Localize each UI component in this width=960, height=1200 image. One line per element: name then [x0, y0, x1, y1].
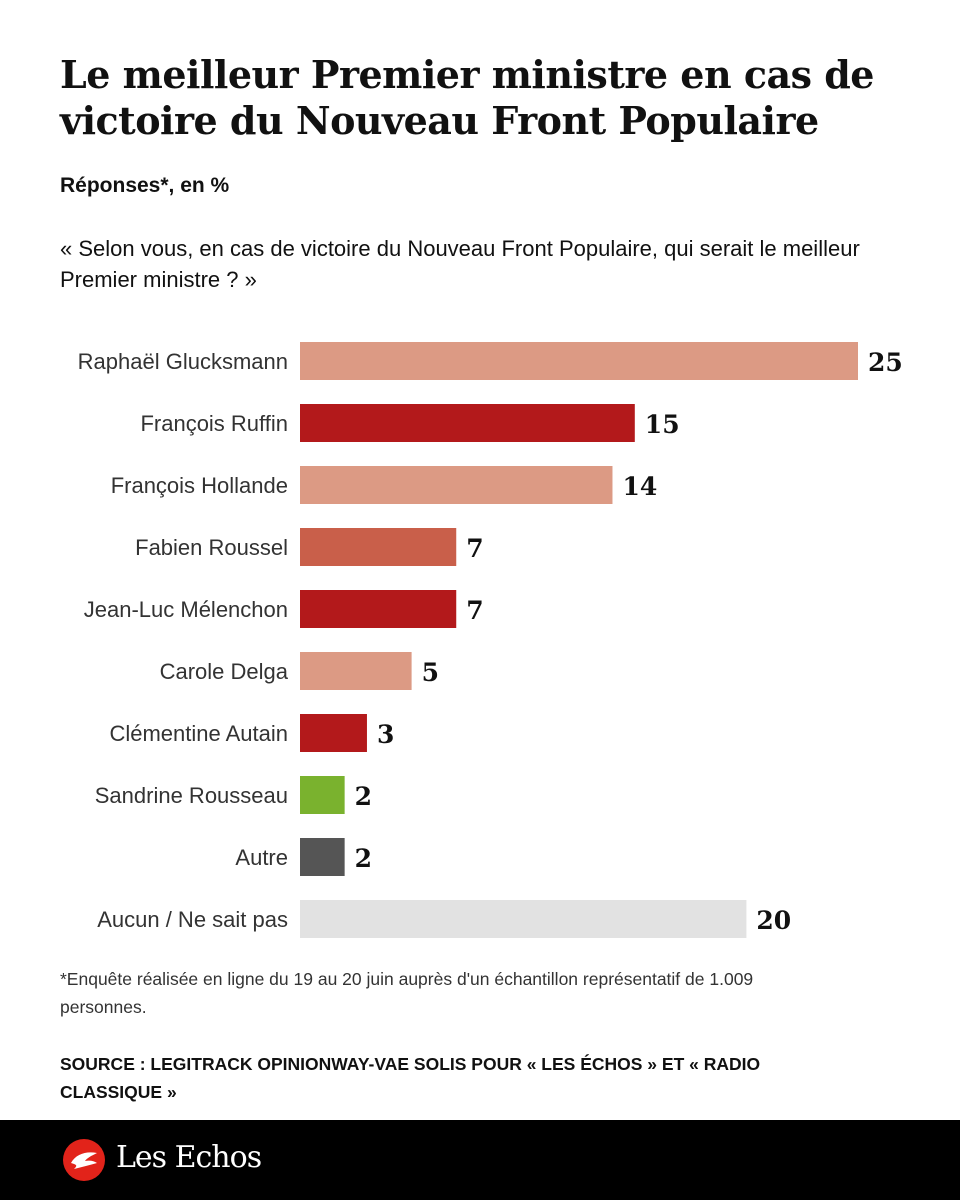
footnote: *Enquête réalisée en ligne du 19 au 20 j… [60, 969, 754, 1017]
category-label-clementine-autain: Clémentine Autain [109, 721, 288, 746]
value-label-jean-luc-melenchon: 7 [466, 596, 483, 625]
footer-bar: Les Echos [0, 1120, 960, 1200]
bar-francois-hollande [300, 466, 613, 504]
value-label-carole-delga: 5 [422, 658, 439, 687]
value-label-francois-hollande: 14 [622, 472, 657, 501]
category-label-raphael-glucksmann: Raphaël Glucksmann [78, 349, 288, 374]
value-label-fabien-roussel: 7 [466, 534, 483, 563]
category-label-carole-delga: Carole Delga [160, 659, 289, 684]
category-label-jean-luc-melenchon: Jean-Luc Mélenchon [84, 597, 288, 622]
les-echos-logo-icon [63, 1139, 105, 1181]
bar-francois-ruffin [300, 404, 635, 442]
chart-title: Le meilleur Premier ministre en cas de v… [60, 52, 874, 143]
bar-sandrine-rousseau [300, 776, 345, 814]
chart-subtitle: Réponses*, en % [60, 174, 230, 197]
survey-question: « Selon vous, en cas de victoire du Nouv… [60, 236, 860, 292]
value-label-autre: 2 [355, 844, 372, 873]
category-label-francois-hollande: François Hollande [111, 473, 288, 498]
brand-name: Les Echos [116, 1140, 262, 1175]
value-label-aucun-ne-sait-pas: 20 [756, 906, 791, 935]
category-label-aucun-ne-sait-pas: Aucun / Ne sait pas [97, 907, 288, 932]
bar-autre [300, 838, 345, 876]
category-label-autre: Autre [235, 845, 288, 870]
bar-clementine-autain [300, 714, 367, 752]
bar-aucun-ne-sait-pas [300, 900, 747, 938]
bar-raphael-glucksmann [300, 342, 858, 380]
category-label-francois-ruffin: François Ruffin [140, 411, 288, 436]
category-label-fabien-roussel: Fabien Roussel [135, 535, 288, 560]
bar-jean-luc-melenchon [300, 590, 457, 628]
bar-fabien-roussel [300, 528, 457, 566]
bar-carole-delga [300, 652, 412, 690]
category-label-sandrine-rousseau: Sandrine Rousseau [95, 783, 288, 808]
value-label-francois-ruffin: 15 [645, 410, 680, 439]
value-label-raphael-glucksmann: 25 [868, 348, 903, 377]
value-label-clementine-autain: 3 [377, 720, 394, 749]
source-line: SOURCE : LEGITRACK OPINIONWAY-VAE SOLIS … [60, 1054, 761, 1102]
value-label-sandrine-rousseau: 2 [355, 782, 372, 811]
